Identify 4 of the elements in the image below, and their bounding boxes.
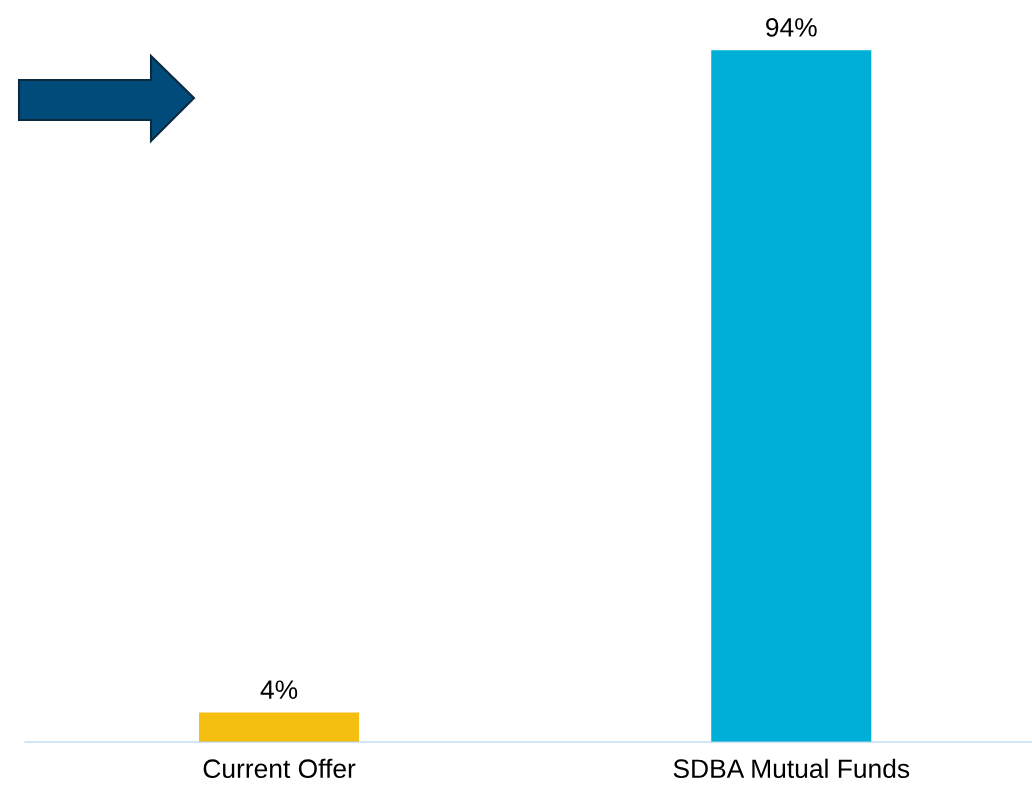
x-tick-label: SDBA Mutual Funds	[673, 758, 910, 779]
data-label: 94%	[766, 18, 817, 37]
x-tick-label: Current Offer	[203, 758, 356, 779]
data-label: 4%	[260, 680, 298, 699]
